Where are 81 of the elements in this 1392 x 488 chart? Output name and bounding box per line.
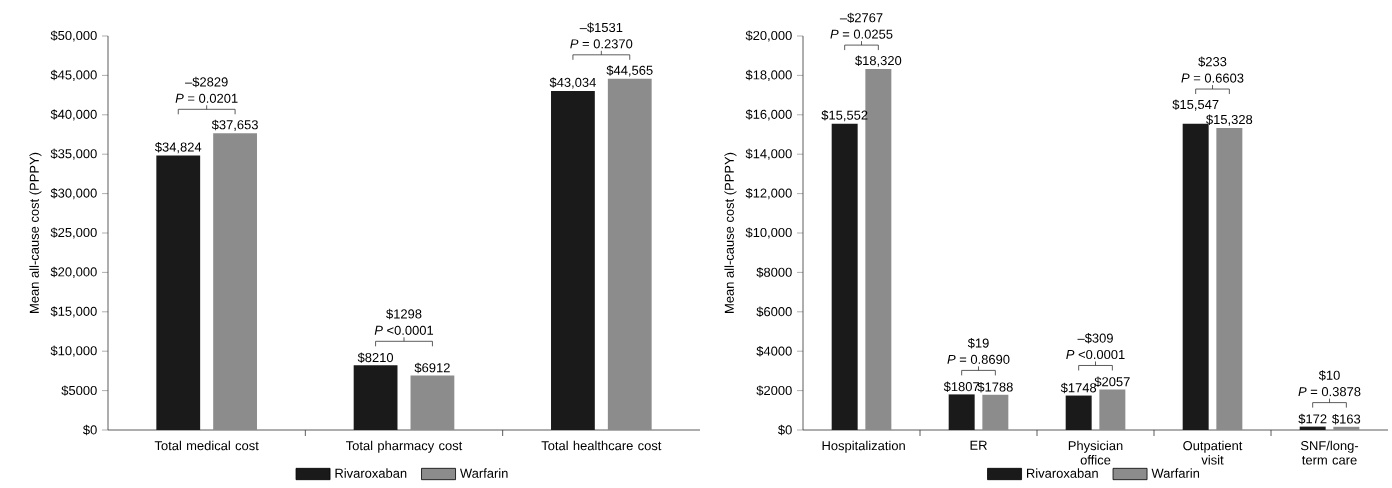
y-tick-label: $35,000: [50, 148, 97, 160]
y-tick-label: $5000: [61, 385, 97, 396]
y-tick-label: $10,000: [50, 345, 97, 357]
legend-label: Rivaroxaban: [1027, 468, 1098, 478]
annotation: P <0.0001: [1066, 349, 1125, 360]
y-axis-title: Mean all-cause cost (PPPY): [724, 152, 737, 313]
y-tick-label: $20,000: [50, 266, 97, 279]
legend-label: Warfarin: [459, 468, 508, 478]
x-tick-label: Total pharmacy cost: [345, 440, 463, 453]
y-tick-label: $12,000: [745, 188, 792, 200]
bar: [607, 78, 652, 430]
text: –$2767: [839, 12, 883, 24]
legend-label: Warfarin: [1151, 468, 1200, 478]
y-tick-label: $30,000: [50, 188, 97, 200]
y-axis-title: Mean all-cause cost (PPPY): [29, 152, 42, 313]
annotation: P <0.0001: [374, 325, 434, 335]
data-label: $18,320: [855, 55, 902, 67]
data-label: $15,328: [1206, 114, 1253, 126]
x-tick-label: Total medical cost: [154, 440, 259, 451]
data-label: $8210: [357, 352, 394, 363]
y-tick-label: $4000: [756, 345, 792, 357]
y-tick-label: $0: [778, 424, 792, 436]
y-tick-label: $14,000: [745, 148, 792, 160]
data-label: $44,565: [606, 65, 653, 77]
bar: [551, 90, 595, 430]
x-tick-label: Hospitalization: [822, 440, 905, 453]
annotation: P = 0.3878: [1298, 387, 1361, 397]
data-label: $6912: [414, 362, 450, 374]
annotation: $10: [1318, 370, 1340, 381]
y-tick-label: $10,000: [745, 227, 792, 239]
annotation: P = 0.0201: [175, 93, 238, 103]
y-tick-label: $50,000: [50, 30, 97, 42]
annotation: P = 0.0255: [830, 29, 893, 39]
data-label: $34,824: [154, 141, 202, 154]
x-tick-label: Total healthcare cost: [541, 440, 662, 451]
y-tick-label: $16,000: [745, 109, 792, 121]
data-label: $2057: [1094, 376, 1130, 388]
bar: [1065, 395, 1092, 430]
bar: [1333, 426, 1360, 430]
annotation: P = 0.2370: [570, 39, 633, 49]
annotation: P = 0.8690: [947, 354, 1010, 364]
legend-label: Rivaroxaban: [335, 468, 407, 478]
text: –$1531: [579, 22, 623, 33]
x-tick-label: Physician office: [1068, 440, 1123, 465]
data-label: $15,547: [1172, 99, 1219, 111]
bar: [156, 155, 201, 430]
data-label: $37,653: [211, 119, 258, 131]
y-tick-label: $0: [83, 424, 97, 436]
y-tick-label: $20,000: [745, 30, 792, 42]
bar: [1099, 389, 1126, 430]
y-tick-label: $25,000: [50, 227, 97, 239]
annotation: $233: [1198, 56, 1227, 68]
y-tick-label: $6000: [756, 306, 792, 318]
data-label: $163: [1332, 413, 1361, 425]
bar: [410, 375, 455, 430]
y-tick-label: $40,000: [50, 109, 97, 121]
y-tick-label: $8000: [756, 267, 792, 278]
bar: [1216, 128, 1243, 430]
data-label: $43,034: [549, 77, 596, 89]
bar: [831, 123, 858, 430]
annotation: P = 0.6603: [1181, 73, 1244, 83]
bar: [948, 394, 975, 430]
bar: [353, 365, 398, 430]
y-tick-label: $15,000: [50, 306, 97, 318]
x-tick-label: Outpatient visit: [1183, 440, 1243, 465]
data-label: $1748: [1060, 382, 1097, 394]
annotation: $19: [967, 337, 989, 349]
data-label: $15,552: [821, 110, 868, 122]
y-tick-label: $45,000: [50, 69, 97, 82]
x-tick-label: SNF/long-term care: [1300, 440, 1359, 465]
data-label: $172: [1298, 413, 1327, 425]
y-tick-label: $18,000: [745, 69, 792, 82]
data-label: $1788: [977, 381, 1013, 393]
annotation: –$2829: [185, 76, 228, 88]
data-label: $1807: [943, 381, 979, 393]
x-tick-label: ER: [970, 440, 987, 450]
bar: [982, 394, 1009, 430]
y-tick-label: $2000: [756, 385, 792, 396]
annotation: $1298: [386, 308, 422, 320]
bar: [213, 133, 257, 430]
annotation: –$309: [1077, 333, 1113, 344]
